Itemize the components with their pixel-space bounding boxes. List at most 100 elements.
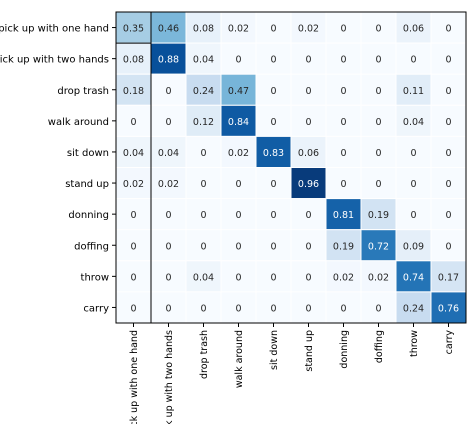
cell-value-label: 0.06 <box>403 24 424 35</box>
row-tick-label: carry <box>83 303 109 314</box>
cell-value-label: 0 <box>270 179 276 190</box>
row-tick-label: doffing <box>74 241 109 252</box>
cell-value-label: 0 <box>130 303 136 314</box>
cell-value-label: 0.08 <box>193 24 214 35</box>
cell-value-label: 0.02 <box>228 148 249 159</box>
cell-value-label: 0.02 <box>333 272 354 283</box>
row-tick-label: pick up with two hands <box>0 55 109 66</box>
cell-value-label: 0.04 <box>193 272 214 283</box>
cell-value-label: 0.11 <box>403 86 424 97</box>
cell-value-label: 0.09 <box>403 241 424 252</box>
heatmap-cell <box>430 42 467 75</box>
cell-value-label: 0 <box>130 210 136 221</box>
heatmap-cell <box>325 104 362 137</box>
heatmap-cell <box>290 11 327 44</box>
column-tick-label: donning <box>339 330 350 369</box>
cell-value-label: 0.47 <box>228 86 249 97</box>
column-tick-label: stand up <box>304 330 315 372</box>
cell-value-label: 0.19 <box>333 241 354 252</box>
cell-value-label: 0 <box>445 241 451 252</box>
row-tick-label: walk around <box>48 117 109 128</box>
cell-value-label: 0 <box>375 24 381 35</box>
heatmap-cell <box>360 198 397 231</box>
cell-value-label: 0 <box>305 55 311 66</box>
heatmap-cell <box>395 291 432 324</box>
heatmap-cell <box>290 104 327 137</box>
heatmap-cell <box>395 42 432 75</box>
cell-value-label: 0.04 <box>193 55 214 66</box>
heatmap-border <box>115 11 467 324</box>
row-tick-label: drop trash <box>57 86 109 97</box>
cell-value-label: 0 <box>305 210 311 221</box>
heatmap-cell <box>395 198 432 231</box>
heatmap-cell <box>360 11 397 44</box>
cell-value-label: 0 <box>445 55 451 66</box>
cell-value-label: 0 <box>270 86 276 97</box>
cell-value-label: 0 <box>235 210 241 221</box>
cell-value-label: 0.02 <box>123 179 144 190</box>
cell-value-label: 0.46 <box>158 24 179 35</box>
row-tick-label: stand up <box>65 179 109 190</box>
cell-value-label: 0.12 <box>193 117 214 128</box>
cell-value-label: 0 <box>410 179 416 190</box>
heatmap-frame <box>115 11 467 324</box>
cell-value-label: 0 <box>165 86 171 97</box>
heatmap-cell <box>360 260 397 293</box>
cell-value-label: 0 <box>270 272 276 283</box>
cell-value-label: 0 <box>305 86 311 97</box>
cell-value-label: 0.24 <box>193 86 214 97</box>
heatmap-cell <box>360 291 397 324</box>
cell-value-label: 0 <box>165 210 171 221</box>
heatmap-cell <box>290 135 327 168</box>
heatmap-cell <box>325 198 362 231</box>
cell-value-label: 0.02 <box>158 179 179 190</box>
cell-value-label: 0.83 <box>263 148 284 159</box>
cell-value-label: 0.76 <box>438 303 459 314</box>
cell-value-label: 0 <box>270 303 276 314</box>
cell-value-label: 0 <box>200 148 206 159</box>
cell-value-label: 0 <box>445 24 451 35</box>
cell-value-label: 0 <box>270 117 276 128</box>
cell-value-label: 0 <box>270 241 276 252</box>
heatmap-cell <box>290 42 327 75</box>
cell-value-label: 0 <box>340 55 346 66</box>
heatmap-cell <box>150 229 187 262</box>
column-tick-label: walk around <box>234 330 245 388</box>
heatmap-cell <box>150 11 187 44</box>
cell-value-label: 0 <box>340 303 346 314</box>
cell-value-label: 0 <box>235 55 241 66</box>
cell-value-label: 0.04 <box>158 148 179 159</box>
cell-value-label: 0 <box>200 241 206 252</box>
heatmap-cell <box>185 73 222 106</box>
cell-value-label: 0 <box>130 241 136 252</box>
cell-value-label: 0 <box>375 86 381 97</box>
heatmap-cell <box>150 135 187 168</box>
cell-value-label: 0.19 <box>368 210 389 221</box>
cell-value-label: 0.24 <box>403 303 424 314</box>
column-tick-label: carry <box>444 330 455 355</box>
cell-value-label: 0 <box>165 117 171 128</box>
cell-value-label: 0 <box>340 179 346 190</box>
column-tick-labels: pick up with one hand pick up with two ha… <box>129 323 455 424</box>
heatmap-cell <box>395 229 432 262</box>
column-tick-label: throw <box>409 330 420 357</box>
column-tick-label: drop trash <box>199 330 210 379</box>
cell-value-label: 0 <box>200 179 206 190</box>
cell-value-label: 0.02 <box>228 24 249 35</box>
heatmap-cell <box>290 291 327 324</box>
cell-value-label: 0 <box>340 148 346 159</box>
cell-value-label: 0.17 <box>438 272 459 283</box>
heatmap-cell <box>185 229 222 262</box>
heatmap-cell <box>325 260 362 293</box>
cell-value-label: 0 <box>235 241 241 252</box>
column-tick-label: pick up with one hand <box>129 330 140 424</box>
cell-value-label: 0.18 <box>123 86 144 97</box>
heatmap-cell <box>115 198 152 231</box>
cell-value-label: 0.72 <box>368 241 389 252</box>
heatmap-cell <box>395 135 432 168</box>
heatmap-cell <box>395 260 432 293</box>
cell-value-label: 0 <box>445 117 451 128</box>
cell-value-label: 0 <box>410 148 416 159</box>
cell-value-label: 0 <box>375 303 381 314</box>
